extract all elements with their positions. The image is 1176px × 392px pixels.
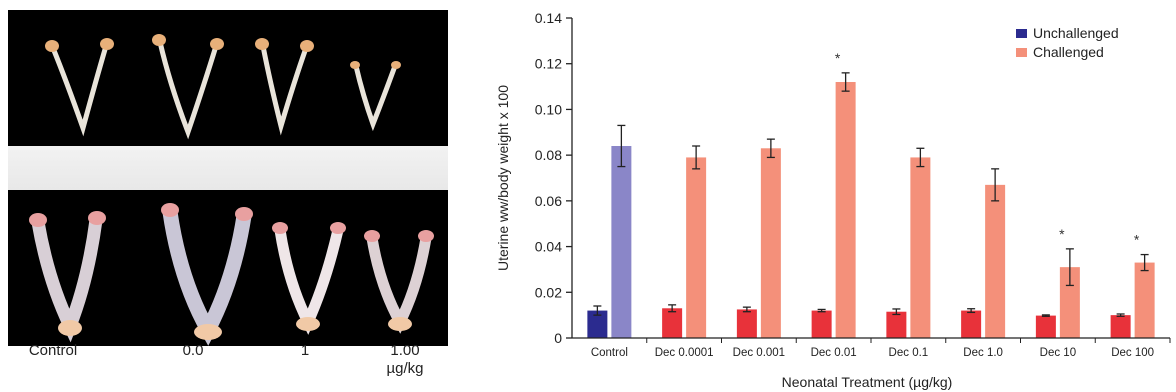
photo-label-0-0: 0.0 — [182, 342, 204, 359]
photo-label-control: Control — [28, 342, 78, 359]
bar-challenged — [1059, 267, 1080, 338]
photo-label-1-00: 1.00 µg/kg — [386, 342, 424, 377]
bar-challenged — [1134, 262, 1155, 338]
uterus-photo-panel — [8, 10, 448, 346]
bar-unchallenged — [662, 308, 683, 338]
unchallenged-uterus-photo — [8, 10, 448, 146]
x-category-label: Dec 10 — [1040, 347, 1076, 359]
uterine-weight-bar-chart: * * * 0 0.02 0.04 0.06 0.08 0.10 0.12 0.14 Uterine… — [480, 0, 1176, 392]
y-tick-label: 0.10 — [535, 101, 562, 117]
bar-unchallenged — [1110, 315, 1131, 338]
y-tick-label: 0.12 — [535, 56, 562, 72]
legend-label: Challenged — [1033, 44, 1104, 60]
y-tick-label: 0.02 — [535, 284, 562, 300]
photo-divider — [8, 146, 448, 190]
bar-unchallenged — [811, 310, 832, 338]
y-tick-label: 0.06 — [535, 193, 562, 209]
bar-unchallenged — [587, 310, 608, 338]
bar-challenged — [611, 146, 632, 338]
x-category-label: Dec 0.1 — [889, 347, 929, 359]
x-category-label: Dec 100 — [1111, 347, 1154, 359]
x-category-label: Dec 0.001 — [733, 347, 785, 359]
y-tick-label: 0.04 — [535, 239, 562, 255]
photo-dose-labels: Control 0.0 1 1.00 µg/kg — [8, 342, 448, 392]
x-axis-title: Neonatal Treatment (µg/kg) — [782, 374, 953, 390]
bar-unchallenged — [961, 310, 982, 338]
y-tick-label: 0 — [554, 330, 562, 346]
legend-swatch — [1016, 48, 1027, 57]
bar-challenged — [985, 184, 1006, 338]
bar-challenged — [835, 82, 856, 338]
y-axis-title: Uterine ww/body weight x 100 — [495, 85, 511, 271]
bar-unchallenged — [1035, 315, 1056, 338]
photo-label-1: 1 — [300, 342, 310, 359]
y-tick-label: 0.08 — [535, 147, 562, 163]
x-category-label: Dec 0.0001 — [655, 347, 714, 359]
bar-challenged — [760, 148, 781, 338]
bar-challenged — [910, 157, 931, 338]
y-tick-label: 0.14 — [535, 10, 562, 26]
bar-challenged — [686, 157, 707, 338]
significance-star: * — [1134, 232, 1140, 248]
bar-unchallenged — [736, 309, 757, 338]
legend-label: Unchallenged — [1033, 25, 1119, 41]
x-category-label: Dec 0.01 — [811, 347, 857, 359]
bar-unchallenged — [886, 311, 907, 338]
challenged-uterus-photo — [8, 190, 448, 346]
significance-star: * — [1059, 226, 1065, 242]
significance-star: * — [835, 50, 841, 66]
legend-swatch — [1016, 29, 1027, 38]
x-category-label: Dec 1.0 — [963, 347, 1003, 359]
chart-svg: * * * 0 0.02 0.04 0.06 0.08 0.10 0.12 0.14 Uterine… — [495, 10, 1171, 390]
x-category-label: Control — [591, 347, 628, 359]
